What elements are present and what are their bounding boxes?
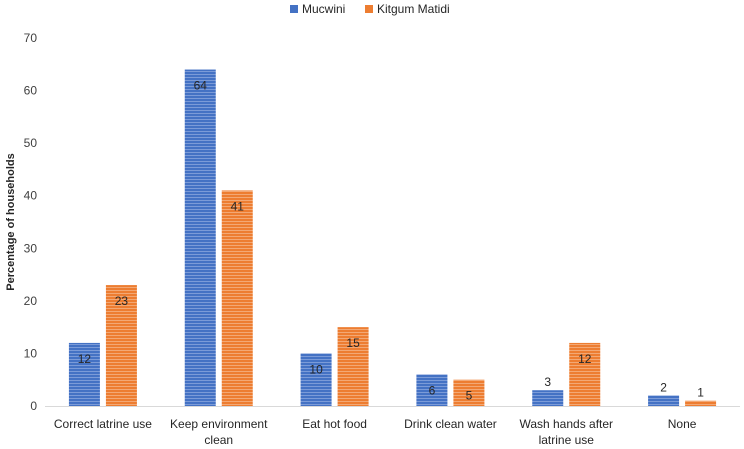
legend-entry: Mucwini	[302, 2, 345, 16]
category-label: None	[668, 417, 697, 431]
data-label: 64	[194, 79, 208, 93]
legend-entry: Kitgum Matidi	[377, 2, 450, 16]
bar-kitgum-matidi	[453, 379, 485, 406]
y-tick-label: 20	[24, 294, 38, 308]
y-tick-label: 10	[24, 346, 38, 360]
legend-swatch	[290, 5, 298, 13]
bar-mucwini	[648, 395, 680, 406]
legend-swatch	[365, 5, 373, 13]
legend: Mucwini Kitgum Matidi	[290, 2, 450, 16]
category-label: Correct latrine use	[54, 417, 152, 431]
data-label: 12	[78, 352, 92, 366]
bar-kitgum-matidi	[685, 400, 717, 406]
data-label: 41	[231, 199, 245, 213]
y-axis-label: Percentage of households	[5, 153, 17, 291]
bars: 12 64 10 6 3 2 23 41 15 5 12 1	[68, 69, 717, 407]
y-tick-label: 50	[24, 136, 38, 150]
data-label: 15	[346, 336, 360, 350]
y-tick-label: 0	[30, 399, 37, 413]
data-label: 2	[660, 380, 667, 394]
y-tick-label: 40	[24, 189, 38, 203]
y-tick-label: 60	[24, 84, 38, 98]
bar-kitgum-matidi	[337, 327, 369, 406]
bar-kitgum-matidi	[221, 190, 253, 406]
category-label: Wash hands after latrine use	[519, 417, 613, 447]
bar-mucwini	[300, 353, 332, 406]
data-label: 6	[429, 383, 436, 397]
bar-kitgum-matidi	[105, 285, 137, 406]
category-label: Keep environment clean	[170, 417, 268, 447]
bar-mucwini	[68, 342, 100, 406]
y-tick-label: 30	[24, 241, 38, 255]
bar-mucwini	[532, 390, 564, 406]
y-axis: 0 10 20 30 40 50 60 70	[24, 31, 38, 413]
bar-kitgum-matidi	[569, 342, 601, 406]
bar-mucwini	[184, 69, 216, 407]
data-label: 10	[309, 362, 323, 376]
data-label: 23	[115, 294, 129, 308]
x-axis: Correct latrine use Keep environment clean…	[45, 406, 740, 447]
data-label: 1	[697, 386, 704, 400]
category-label: Drink clean water	[404, 417, 497, 431]
bar-mucwini	[416, 374, 448, 406]
y-tick-label: 70	[24, 31, 38, 45]
category-label: Eat hot food	[302, 417, 367, 431]
data-label: 5	[466, 389, 473, 403]
data-label: 12	[578, 352, 592, 366]
data-label: 3	[544, 375, 551, 389]
